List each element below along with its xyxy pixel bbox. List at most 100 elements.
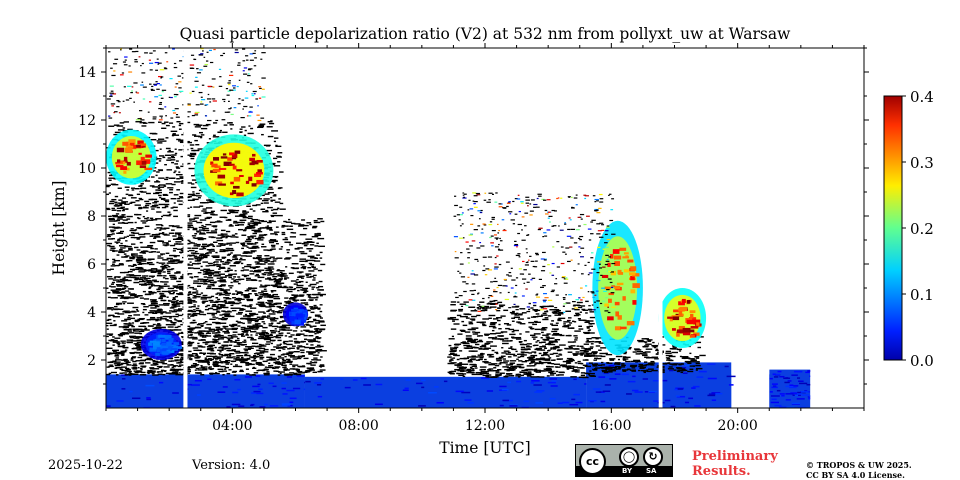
signal-speck: [162, 373, 166, 376]
signal-speck: [534, 359, 541, 361]
field-speck: [789, 384, 794, 386]
signal-speck: [216, 310, 220, 312]
signal-speck: [240, 326, 246, 329]
signal-speck: [261, 133, 264, 136]
field-speck: [146, 397, 151, 399]
sparse-speck: [120, 49, 122, 51]
signal-speck: [115, 351, 123, 354]
signal-speck: [317, 352, 320, 354]
signal-speck: [203, 330, 210, 332]
signal-speck: [536, 340, 540, 342]
signal-speck: [519, 333, 522, 335]
signal-speck: [162, 193, 168, 196]
signal-speck: [146, 219, 154, 221]
signal-speck: [111, 263, 115, 265]
signal-speck: [226, 242, 231, 245]
signal-speck: [223, 327, 227, 329]
signal-speck: [178, 124, 182, 127]
sparse-speck: [247, 74, 251, 77]
signal-speck: [298, 372, 305, 374]
signal-speck: [286, 251, 290, 254]
signal-speck: [304, 302, 309, 304]
signal-speck: [279, 307, 283, 309]
signal-speck: [565, 310, 571, 313]
signal-speck: [235, 209, 240, 212]
signal-speck: [203, 313, 207, 316]
signal-speck: [227, 339, 233, 342]
field-speck: [259, 406, 266, 408]
signal-speck: [276, 214, 283, 217]
field-speck: [776, 389, 781, 392]
signal-speck: [511, 331, 515, 333]
signal-speck: [173, 369, 177, 371]
signal-speck: [168, 360, 173, 362]
signal-speck: [217, 330, 220, 332]
signal-speck: [146, 261, 153, 264]
field-speck: [632, 389, 639, 392]
signal-speck: [114, 241, 121, 243]
signal-speck: [273, 140, 276, 143]
sparse-speck: [253, 65, 257, 67]
signal-speck: [264, 366, 268, 368]
signal-speck: [250, 127, 254, 130]
signal-speck: [256, 353, 260, 356]
signal-speck: [594, 367, 601, 369]
signal-speck: [110, 230, 115, 233]
signal-speck: [255, 363, 261, 365]
signal-speck: [452, 357, 456, 359]
signal-speck: [212, 362, 219, 364]
signal-speck: [302, 224, 309, 227]
signal-speck: [136, 349, 142, 351]
signal-speck: [138, 185, 143, 187]
signal-speck: [227, 235, 232, 238]
signal-speck: [180, 356, 186, 358]
signal-speck: [473, 346, 476, 348]
signal-speck: [214, 322, 221, 324]
signal-speck: [247, 217, 253, 220]
signal-speck: [231, 234, 236, 236]
signal-speck: [204, 358, 208, 361]
signal-speck: [185, 242, 191, 245]
signal-speck: [267, 302, 272, 305]
signal-speck: [123, 325, 130, 327]
region-signal-black-late: [279, 218, 327, 376]
signal-speck: [230, 128, 233, 130]
signal-speck: [180, 353, 184, 355]
signal-speck: [518, 353, 525, 355]
signal-speck: [230, 304, 234, 307]
signal-speck: [479, 357, 484, 359]
signal-speck: [107, 353, 111, 356]
field-speck: [691, 387, 696, 389]
signal-speck: [530, 316, 536, 318]
signal-speck: [227, 274, 233, 277]
sparse-speck: [158, 119, 163, 121]
signal-speck: [500, 315, 506, 317]
signal-speck: [206, 323, 212, 326]
signal-speck: [644, 341, 647, 344]
signal-speck: [218, 318, 223, 320]
signal-speck: [484, 362, 492, 364]
signal-speck: [133, 337, 140, 339]
field-speck: [621, 373, 629, 376]
signal-speck: [515, 312, 519, 315]
signal-speck: [277, 363, 284, 365]
signal-speck: [174, 311, 178, 313]
signal-speck: [236, 313, 242, 315]
signal-speck: [178, 341, 185, 343]
signal-speck: [469, 366, 473, 369]
signal-speck: [232, 302, 235, 305]
signal-speck: [129, 234, 135, 236]
signal-speck: [200, 298, 208, 300]
signal-speck: [557, 374, 564, 376]
signal-speck: [600, 355, 606, 358]
signal-speck: [129, 229, 136, 232]
signal-speck: [231, 211, 239, 214]
signal-speck: [320, 350, 327, 352]
signal-speck: [673, 363, 679, 365]
signal-speck: [575, 314, 581, 316]
signal-speck: [208, 199, 211, 201]
signal-speck: [175, 232, 182, 234]
signal-speck: [153, 237, 157, 239]
signal-speck: [289, 225, 293, 227]
signal-speck: [273, 157, 278, 160]
